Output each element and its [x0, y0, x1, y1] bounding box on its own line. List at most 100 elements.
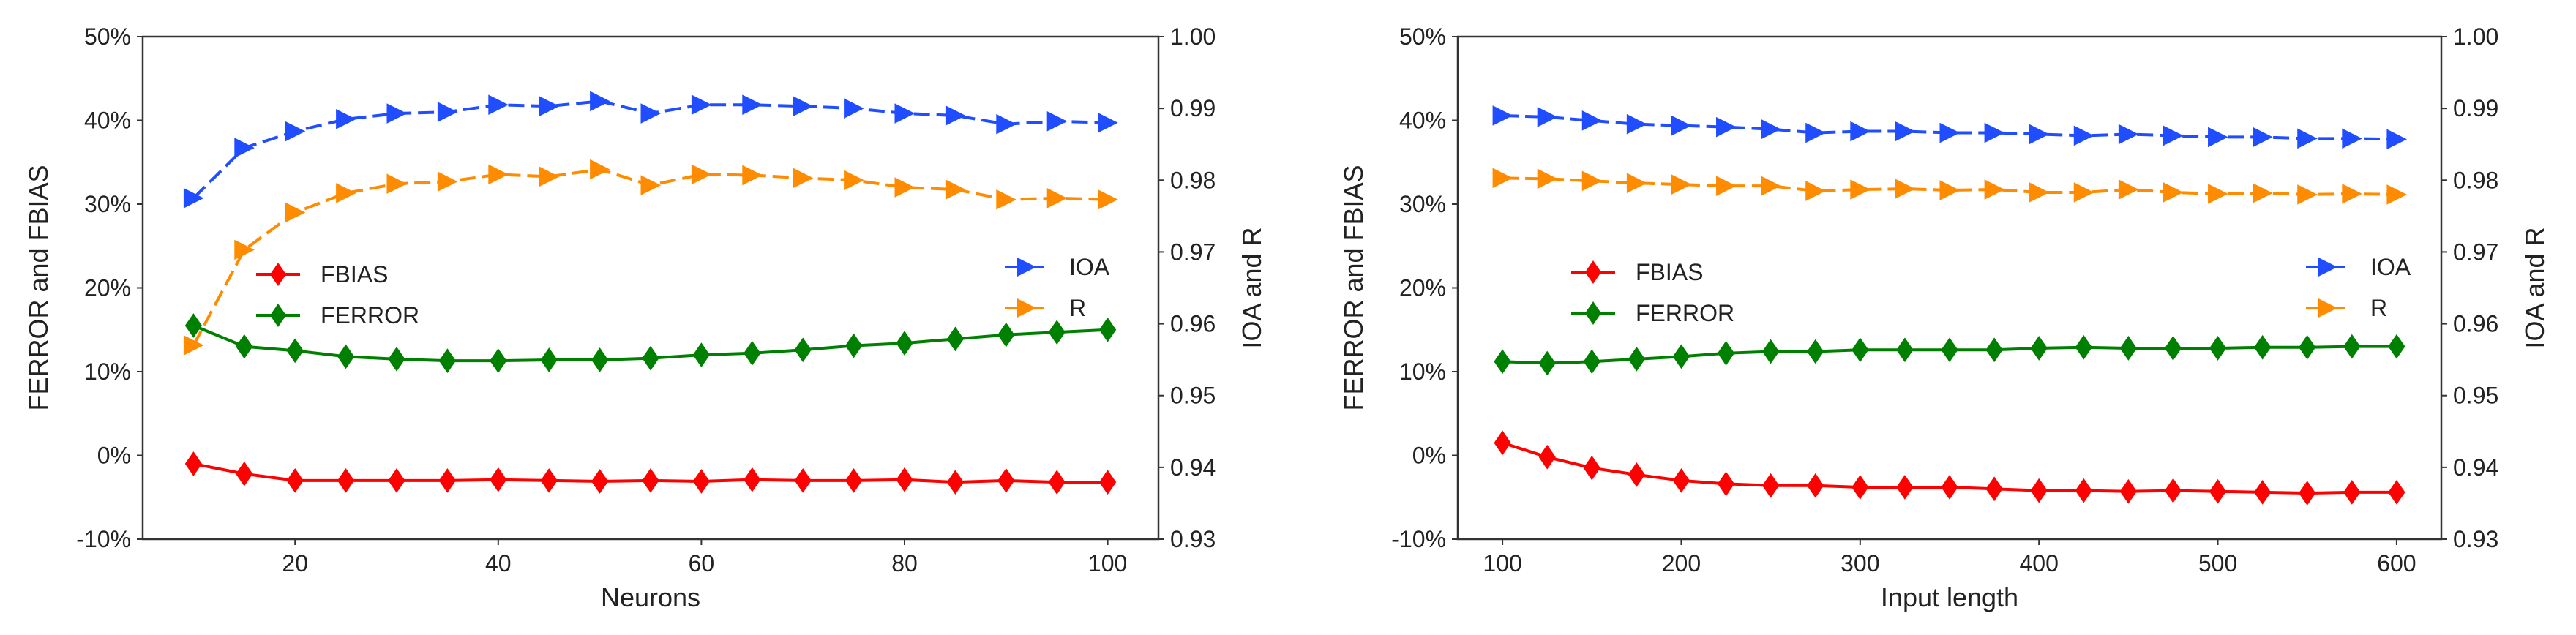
data-point-ioa — [1984, 122, 2005, 143]
data-point-fbias — [2299, 481, 2316, 506]
data-point-ferror — [236, 334, 253, 359]
right-y-tick-label: 0.93 — [2453, 526, 2498, 552]
data-point-ioa — [2163, 125, 2184, 146]
data-point-r — [844, 170, 864, 191]
data-point-fbias — [794, 467, 812, 493]
data-point-r — [1537, 168, 1558, 189]
data-point-ferror — [1672, 344, 1690, 369]
data-point-ioa — [1492, 105, 1513, 126]
x-tick-label: 60 — [689, 550, 715, 576]
data-point-r — [336, 183, 356, 203]
data-point-ferror — [1852, 337, 1869, 363]
data-point-ferror — [1717, 340, 1735, 366]
right-y-tick-label: 0.98 — [2453, 167, 2498, 193]
data-point-ioa — [1098, 112, 1118, 133]
data-point-ioa — [1046, 110, 1068, 132]
left-y-tick-label: 40% — [84, 108, 131, 134]
legend-left: FBIAS FERROR — [1571, 259, 1734, 326]
right-y-tick-label: 0.95 — [2453, 383, 2498, 409]
data-point-ferror — [1583, 349, 1600, 375]
right-y-axis-label: IOA and R — [1237, 227, 1267, 348]
data-point-ioa — [1939, 122, 1961, 143]
legend-label-ferror: FERROR — [1636, 300, 1734, 326]
data-point-r — [386, 173, 408, 195]
data-point-r — [2073, 182, 2094, 203]
left-y-tick-label: -10% — [1391, 526, 1446, 552]
data-point-ioa — [894, 103, 916, 124]
data-point-r — [996, 189, 1016, 210]
data-point-ioa — [793, 96, 814, 117]
data-point-ferror — [2164, 336, 2182, 361]
data-point-ferror — [438, 348, 457, 373]
data-point-ferror — [2030, 336, 2048, 361]
data-point-ferror — [1628, 346, 1645, 372]
data-point-r — [2253, 183, 2273, 203]
right-y-tick-label: 0.94 — [2453, 454, 2498, 481]
data-point-fbias — [2209, 478, 2227, 504]
legend-marker-r — [2318, 298, 2337, 318]
right-y-tick-label: 1.00 — [2453, 23, 2498, 50]
legend-right: IOA R — [1005, 254, 1110, 321]
data-point-fbias — [2164, 478, 2182, 503]
data-point-ferror — [1048, 320, 1066, 345]
left-y-tick-label: 30% — [1399, 191, 1446, 217]
legend-marker-ioa — [2318, 258, 2337, 277]
data-point-ferror — [997, 322, 1015, 347]
data-point-ferror — [2388, 334, 2405, 359]
data-point-ioa — [640, 103, 662, 124]
data-point-r — [1626, 173, 1647, 194]
legend-label-ioa: IOA — [1069, 254, 1110, 280]
legend-marker-r — [1017, 298, 1036, 318]
legend-left: FBIAS FERROR — [256, 261, 419, 328]
data-point-fbias — [1098, 470, 1117, 495]
right-y-tick-label: 0.99 — [2453, 95, 2498, 121]
data-point-ferror — [1807, 339, 1824, 364]
data-point-r — [1492, 168, 1513, 189]
data-point-r — [1939, 180, 1961, 200]
data-point-ioa — [1761, 119, 1781, 140]
data-point-fbias — [1762, 473, 1780, 498]
x-tick-label: 20 — [282, 550, 308, 576]
data-point-r — [2208, 184, 2228, 204]
data-point-fbias — [1628, 462, 1645, 487]
data-point-fbias — [2388, 479, 2405, 505]
data-point-ferror — [540, 347, 558, 372]
data-point-ioa — [386, 103, 408, 124]
data-point-fbias — [1048, 470, 1066, 495]
data-point-ioa — [2208, 127, 2228, 148]
data-point-fbias — [1852, 475, 1869, 500]
data-point-r — [1805, 181, 1826, 201]
data-point-ferror — [2209, 336, 2227, 361]
data-point-fbias — [236, 461, 253, 486]
data-point-fbias — [1538, 444, 1556, 470]
data-point-ioa — [437, 102, 458, 122]
data-point-ioa — [285, 121, 306, 142]
legend-label-fbias: FBIAS — [321, 261, 388, 288]
left-y-tick-label: 50% — [1399, 23, 1446, 50]
data-point-ioa — [996, 113, 1016, 135]
x-tick-label: 300 — [1841, 550, 1879, 576]
left-y-tick-label: 20% — [1399, 275, 1446, 301]
x-tick-label: 100 — [1483, 550, 1521, 576]
data-point-ioa — [2118, 124, 2139, 145]
data-point-fbias — [184, 451, 203, 476]
left-y-tick-label: 40% — [1399, 108, 1446, 134]
data-point-ferror — [1985, 337, 2003, 363]
data-point-fbias — [1672, 467, 1690, 493]
legend-label-ferror: FERROR — [321, 302, 419, 328]
data-point-r — [691, 164, 712, 185]
legend-marker-ioa — [1017, 258, 1036, 277]
right-y-tick-label: 1.00 — [1170, 23, 1216, 50]
data-point-ferror — [2254, 334, 2272, 360]
data-point-r — [539, 166, 560, 187]
data-point-ferror — [845, 333, 863, 358]
data-point-ferror — [692, 342, 711, 367]
data-point-ferror — [388, 346, 405, 372]
plot-frame — [1456, 35, 2443, 541]
data-point-fbias — [2030, 478, 2048, 503]
data-point-ioa — [1716, 116, 1737, 138]
legend-marker-ferror — [270, 304, 286, 327]
data-point-ferror — [337, 344, 355, 369]
data-point-r — [2386, 184, 2408, 205]
data-point-r — [234, 239, 255, 260]
